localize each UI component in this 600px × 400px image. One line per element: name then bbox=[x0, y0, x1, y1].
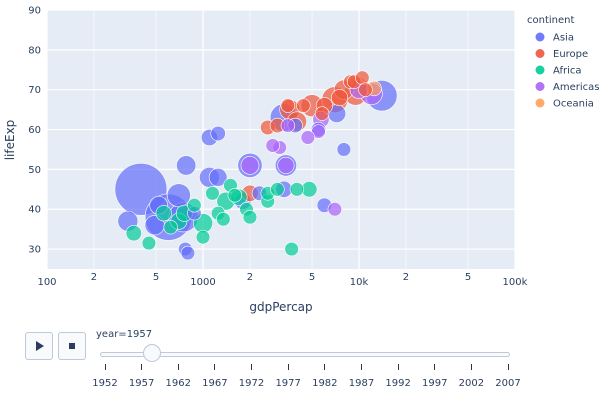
bubble-africa[interactable] bbox=[216, 212, 231, 227]
year-tick-label[interactable]: 1957 bbox=[128, 378, 155, 389]
bubble-africa[interactable] bbox=[155, 205, 172, 222]
year-tick-label[interactable]: 1997 bbox=[421, 378, 448, 389]
year-tick-label[interactable]: 1962 bbox=[165, 378, 191, 389]
y-tick-label: 30 bbox=[28, 245, 41, 256]
year-tick-mark bbox=[177, 364, 179, 370]
year-tick-label[interactable]: 1987 bbox=[348, 378, 375, 389]
legend-marker-africa bbox=[535, 65, 545, 75]
legend-title: continent bbox=[527, 15, 574, 26]
bubble-africa[interactable] bbox=[125, 225, 142, 242]
x-tick-label: 5 bbox=[153, 272, 159, 283]
legend-label-asia[interactable]: Asia bbox=[553, 33, 574, 44]
bubble-asia[interactable] bbox=[166, 183, 191, 208]
play-button[interactable] bbox=[25, 332, 53, 360]
y-axis-ticks: 30 40 50 60 70 80 90 bbox=[28, 6, 41, 256]
y-tick-label: 90 bbox=[28, 6, 41, 17]
bubble-americas[interactable] bbox=[277, 156, 295, 174]
legend-label-americas[interactable]: Americas bbox=[553, 82, 599, 93]
bubble-europe[interactable] bbox=[330, 89, 349, 107]
x-axis-ticks: 100 2 5 1000 2 5 10k 2 5 100k bbox=[37, 272, 527, 288]
x-tick-label: 5 bbox=[465, 272, 471, 283]
bubble-africa[interactable] bbox=[242, 210, 258, 225]
x-tick-label: 5 bbox=[309, 272, 315, 283]
bubble-asia[interactable] bbox=[208, 168, 228, 187]
bubble-africa[interactable] bbox=[205, 186, 220, 201]
bubble-americas[interactable] bbox=[240, 156, 260, 175]
year-tick-label[interactable]: 1982 bbox=[312, 378, 338, 389]
year-tick-label[interactable]: 1972 bbox=[238, 378, 265, 389]
bubble-europe[interactable] bbox=[358, 82, 373, 97]
year-tick-label[interactable]: 2007 bbox=[495, 378, 521, 389]
current-year-label: year=1957 bbox=[96, 329, 153, 340]
y-axis-title: lifeExp bbox=[3, 120, 17, 161]
x-tick-label: 100 bbox=[37, 277, 56, 288]
bubble-europe[interactable] bbox=[355, 70, 370, 85]
bubble-asia[interactable] bbox=[210, 125, 226, 142]
bubble-americas[interactable] bbox=[265, 138, 280, 153]
y-tick-label: 50 bbox=[28, 165, 41, 176]
bubble-europe[interactable] bbox=[280, 98, 296, 113]
legend-label-europe[interactable]: Europe bbox=[553, 49, 588, 60]
gapminder-scatter-chart: 100 2 5 1000 2 5 10k 2 5 100k 30 40 50 60 70 80 90 gdpP… bbox=[3, 6, 599, 315]
year-slider-rail[interactable] bbox=[100, 352, 510, 357]
play-icon bbox=[36, 341, 44, 351]
year-tick-mark bbox=[397, 364, 399, 370]
legend-marker-americas bbox=[535, 82, 545, 91]
bubble-africa[interactable] bbox=[284, 241, 299, 257]
legend-label-oceania[interactable]: Oceania bbox=[553, 99, 594, 110]
x-tick-label: 1000 bbox=[190, 277, 215, 288]
bubble-africa[interactable] bbox=[195, 229, 211, 245]
legend-marker-europe bbox=[535, 49, 545, 58]
year-tick-mark bbox=[287, 364, 289, 370]
year-tick-label[interactable]: 2002 bbox=[458, 378, 485, 389]
year-slider-handle[interactable] bbox=[142, 344, 161, 362]
year-tick-mark bbox=[434, 364, 436, 370]
x-tick-label: 2 bbox=[247, 272, 253, 283]
bubble-africa[interactable] bbox=[270, 182, 285, 197]
plot-background bbox=[47, 10, 515, 269]
y-tick-label: 70 bbox=[28, 85, 41, 96]
legend-label-africa[interactable]: Africa bbox=[553, 66, 582, 77]
bubble-europe[interactable] bbox=[314, 106, 330, 121]
year-tick-label[interactable]: 1952 bbox=[92, 378, 118, 389]
bubble-africa[interactable] bbox=[163, 219, 178, 235]
x-tick-label: 100k bbox=[503, 277, 528, 288]
bubble-africa[interactable] bbox=[187, 198, 202, 213]
bubble-europe[interactable] bbox=[296, 98, 311, 113]
bubble-asia[interactable] bbox=[336, 142, 352, 157]
legend-marker-asia bbox=[535, 32, 545, 42]
y-tick-label: 80 bbox=[28, 45, 41, 56]
y-tick-label: 60 bbox=[28, 125, 41, 136]
year-tick-mark bbox=[360, 364, 362, 370]
year-tick-mark bbox=[251, 364, 253, 370]
bubble-africa[interactable] bbox=[141, 235, 157, 251]
year-tick-label[interactable]: 1977 bbox=[275, 378, 301, 389]
year-tick-mark bbox=[104, 364, 106, 370]
stop-icon bbox=[69, 343, 75, 349]
x-tick-label: 2 bbox=[403, 272, 409, 283]
legend: Asia Europe Africa Americas Oceania bbox=[535, 32, 599, 110]
bubble-asia[interactable] bbox=[180, 245, 196, 261]
bubble-americas[interactable] bbox=[280, 118, 296, 133]
bubble-asia[interactable] bbox=[176, 155, 197, 176]
year-tick-mark bbox=[141, 364, 143, 370]
bubble-africa[interactable] bbox=[289, 182, 305, 197]
x-axis-title: gdpPercap bbox=[249, 300, 312, 314]
bubble-layer bbox=[114, 70, 398, 261]
x-tick-label: 10k bbox=[350, 277, 369, 288]
x-tick-label: 2 bbox=[91, 272, 97, 283]
year-tick-label[interactable]: 1992 bbox=[385, 378, 411, 389]
animation-controls: year=1957 1952 1957 1962 1967 1972 1977 1982 19… bbox=[0, 320, 600, 400]
year-tick-mark bbox=[324, 364, 326, 370]
year-tick-label[interactable]: 1967 bbox=[202, 378, 228, 389]
y-tick-label: 40 bbox=[28, 205, 41, 216]
year-tick-mark bbox=[507, 364, 509, 370]
bubble-americas[interactable] bbox=[327, 202, 343, 217]
bubble-africa[interactable] bbox=[227, 188, 243, 203]
legend-marker-oceania bbox=[535, 98, 545, 108]
bubble-americas[interactable] bbox=[300, 130, 316, 145]
year-tick-mark bbox=[470, 364, 472, 370]
year-tick-mark bbox=[214, 364, 216, 370]
stop-button[interactable] bbox=[58, 332, 86, 360]
